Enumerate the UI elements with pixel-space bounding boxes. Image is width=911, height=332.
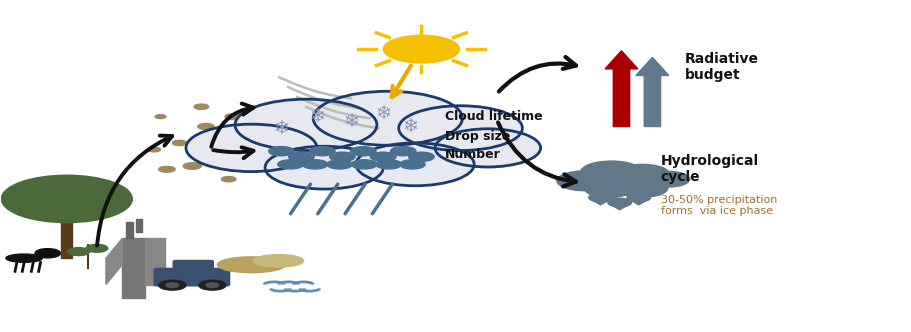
Circle shape (206, 283, 219, 288)
Circle shape (254, 137, 267, 142)
Circle shape (86, 244, 107, 252)
Circle shape (390, 146, 415, 156)
Circle shape (398, 106, 522, 150)
Circle shape (302, 160, 327, 169)
Circle shape (383, 35, 459, 63)
Ellipse shape (217, 257, 285, 273)
Text: 30-50% precipitation
forms  via ice phase: 30-50% precipitation forms via ice phase (660, 195, 776, 216)
Circle shape (370, 152, 395, 161)
Circle shape (355, 143, 474, 186)
Bar (126, 222, 133, 238)
Bar (61, 199, 72, 258)
Circle shape (172, 140, 187, 146)
Text: ❄: ❄ (343, 112, 359, 131)
Circle shape (241, 121, 252, 125)
Circle shape (580, 161, 641, 184)
Circle shape (199, 280, 226, 290)
Text: ❄: ❄ (273, 119, 290, 138)
Circle shape (329, 152, 354, 161)
Circle shape (309, 146, 334, 156)
Circle shape (248, 164, 261, 168)
Circle shape (233, 140, 248, 146)
Bar (122, 238, 145, 298)
Bar (136, 219, 142, 232)
Circle shape (67, 248, 89, 256)
Circle shape (399, 160, 425, 169)
Text: ❄: ❄ (402, 117, 418, 136)
Circle shape (350, 146, 375, 156)
Circle shape (213, 134, 226, 139)
Circle shape (626, 193, 650, 202)
Circle shape (235, 99, 376, 150)
Circle shape (2, 175, 132, 223)
Circle shape (35, 249, 60, 258)
Text: Radiative
budget: Radiative budget (684, 52, 758, 82)
Circle shape (408, 152, 434, 161)
FancyBboxPatch shape (154, 268, 230, 286)
Circle shape (225, 114, 241, 120)
Polygon shape (629, 200, 647, 205)
Circle shape (616, 179, 667, 197)
Circle shape (166, 283, 179, 288)
Circle shape (589, 193, 611, 202)
Circle shape (278, 160, 303, 169)
Circle shape (198, 124, 214, 129)
Circle shape (265, 146, 383, 189)
FancyBboxPatch shape (173, 261, 213, 272)
Circle shape (148, 147, 160, 152)
Circle shape (159, 166, 175, 172)
Circle shape (194, 104, 209, 109)
Bar (145, 238, 165, 285)
Circle shape (186, 124, 316, 172)
Text: Cloud lifetime: Cloud lifetime (445, 110, 542, 123)
Text: Hydrological
cycle: Hydrological cycle (660, 154, 758, 184)
FancyArrow shape (635, 57, 668, 126)
Text: ❄: ❄ (309, 107, 325, 126)
FancyArrow shape (605, 51, 637, 126)
Circle shape (155, 115, 166, 119)
Text: Drop size: Drop size (445, 130, 510, 143)
Circle shape (607, 198, 630, 207)
Polygon shape (106, 238, 122, 285)
Ellipse shape (6, 254, 42, 262)
Polygon shape (591, 200, 609, 205)
Circle shape (269, 146, 294, 156)
Circle shape (312, 91, 462, 145)
Circle shape (289, 152, 313, 161)
Circle shape (221, 177, 236, 182)
Circle shape (183, 163, 201, 169)
Circle shape (326, 160, 352, 169)
Circle shape (159, 280, 186, 290)
Ellipse shape (253, 255, 303, 267)
Circle shape (435, 129, 540, 167)
Circle shape (614, 164, 669, 184)
Text: Number: Number (445, 148, 500, 161)
Circle shape (209, 153, 227, 159)
Circle shape (557, 171, 610, 191)
Polygon shape (609, 205, 628, 210)
Circle shape (645, 171, 689, 187)
Text: ❄: ❄ (374, 104, 391, 123)
Circle shape (375, 160, 401, 169)
Circle shape (351, 160, 376, 169)
Circle shape (585, 181, 631, 198)
